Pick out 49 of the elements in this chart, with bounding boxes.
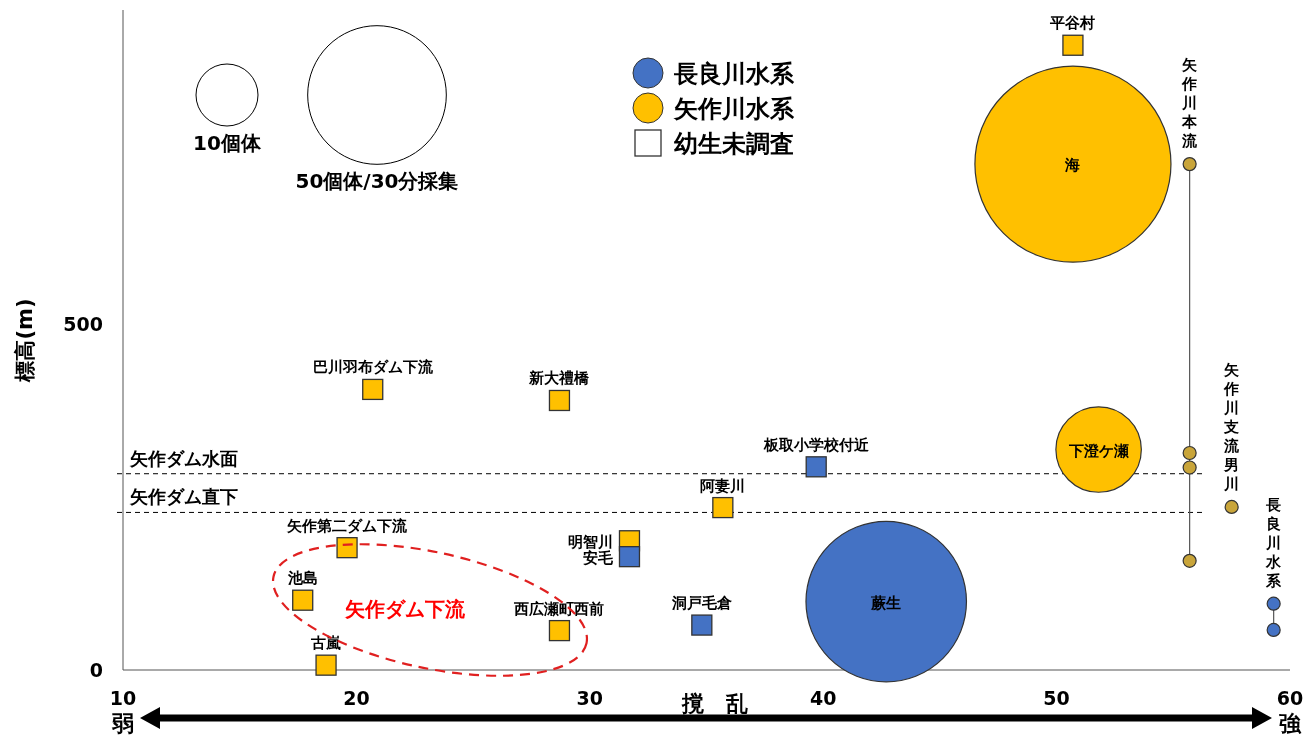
annotation: 長良川水系	[1265, 495, 1283, 590]
point	[1182, 445, 1197, 461]
annotation: 海	[1064, 156, 1081, 175]
annotation: 矢作川支流男川	[1223, 360, 1241, 493]
annotation: 西広瀬町西前	[513, 599, 605, 618]
ref-line-label: 矢作ダム直下	[129, 486, 238, 508]
point	[336, 537, 358, 559]
point	[548, 619, 571, 642]
x-tick-label: 20	[343, 687, 370, 709]
annotation: 蕨生	[870, 593, 902, 612]
annotation: 矢作第二ダム下流	[286, 516, 409, 535]
ref-line-label: 矢作ダム水面	[129, 447, 238, 469]
point	[1182, 157, 1197, 172]
point	[1182, 553, 1197, 568]
annotation: 池島	[286, 569, 318, 588]
y-tick-label: 500	[63, 313, 103, 336]
x-tick-label: 60 強	[1276, 687, 1304, 735]
annotation: 古嵐	[310, 634, 342, 653]
point	[292, 589, 314, 611]
point	[1224, 499, 1239, 514]
y-axis-title: 標高(m)	[13, 298, 37, 383]
annotation: 阿妻川	[700, 476, 746, 495]
annotation: 新大禮橋	[528, 369, 591, 388]
x-tick-label: 40	[809, 687, 837, 709]
legend-label: 矢作川水系	[673, 95, 795, 123]
annotation: 幼生未調査	[674, 130, 794, 158]
point	[315, 654, 337, 676]
x-tick-label: 30	[576, 687, 604, 709]
x-tick-label: 50	[1043, 687, 1070, 709]
x-axis-title: 撹 乱	[681, 691, 748, 716]
x-tick-label: 10 弱	[109, 687, 137, 735]
y-tick-label: 0	[89, 659, 103, 681]
annotation: 板取小学校付近	[762, 435, 870, 454]
point	[362, 378, 384, 401]
point	[1266, 622, 1281, 638]
annotation: 下澄ケ瀬	[1067, 441, 1129, 460]
point	[1062, 34, 1084, 56]
point	[712, 496, 734, 519]
annotation: 矢作川本流	[1181, 56, 1199, 151]
annotation: 平谷村	[1049, 14, 1096, 33]
legend-label: 10個体	[193, 131, 262, 155]
legend-label: 長良川水系	[673, 60, 795, 88]
legend-label: 50個体/30分採集	[295, 169, 459, 194]
annotation: 巴川羽布ダム下流	[312, 358, 434, 377]
point	[1266, 596, 1281, 611]
point	[1182, 460, 1197, 475]
annotation: 矢作ダム下流	[344, 597, 466, 621]
annotation: 洞戸毛倉	[670, 594, 733, 613]
point	[548, 389, 571, 412]
